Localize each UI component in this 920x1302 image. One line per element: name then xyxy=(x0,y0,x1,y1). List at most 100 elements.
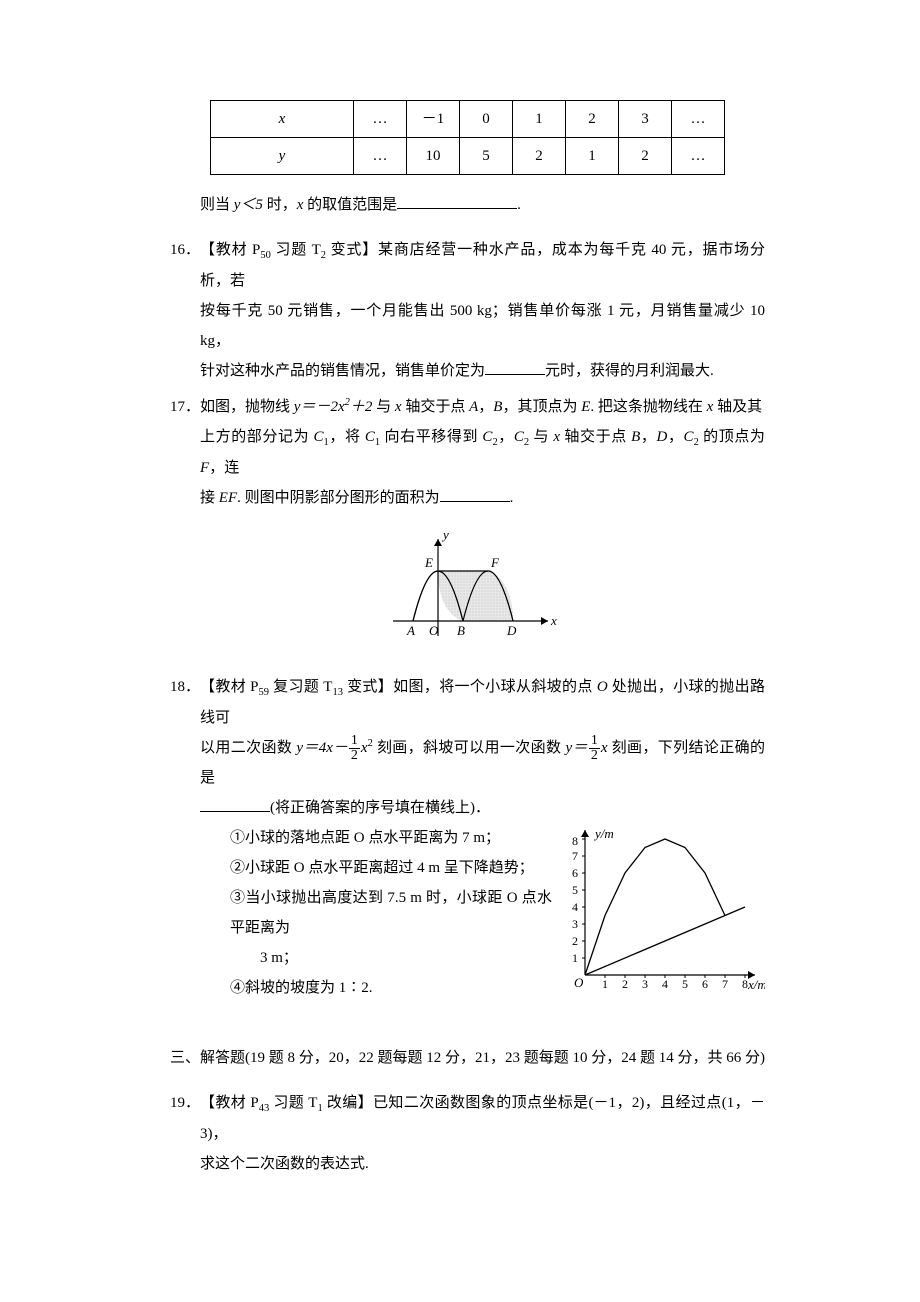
tick: 2 xyxy=(622,977,628,990)
text: 1 xyxy=(589,734,600,749)
text: C xyxy=(314,429,324,445)
text: 向右平移得到 xyxy=(380,429,482,445)
text: EF xyxy=(219,490,237,506)
text: 2 xyxy=(589,749,600,763)
q16: 16． 【教材 P50 习题 T2 变式】某商店经营一种水产品，成本为每千克 4… xyxy=(170,235,765,386)
cell: 1 xyxy=(513,101,566,138)
y-label: y xyxy=(211,138,354,175)
pt-O: O xyxy=(429,623,439,638)
cell-ellipsis: … xyxy=(672,101,725,138)
blank xyxy=(440,486,510,502)
text: 轴及其 xyxy=(713,399,762,415)
text: 变式】 xyxy=(326,242,378,258)
text: C xyxy=(482,429,492,445)
cell: 2 xyxy=(619,138,672,175)
cell: 2 xyxy=(566,101,619,138)
table-row: x … －1 0 1 2 3 … xyxy=(211,101,725,138)
axis-x-label: x xyxy=(550,613,557,628)
axis-y-label: y/m xyxy=(593,826,614,841)
q-body: 【教材 P43 习题 T1 改编】已知二次函数图象的顶点坐标是(－1，2)，且经… xyxy=(200,1088,765,1179)
cell: 3 xyxy=(619,101,672,138)
q-number: 17． xyxy=(170,392,200,513)
pt-O: O xyxy=(574,975,584,990)
fraction-half: 12 xyxy=(589,734,600,763)
text: . 把这条抛物线在 xyxy=(590,399,706,415)
text: C xyxy=(365,429,375,445)
text: 元时，获得的月利润最大. xyxy=(545,363,714,379)
text: A xyxy=(469,399,478,415)
text: x xyxy=(601,740,608,756)
text: 刻画，斜坡可以用一次函数 xyxy=(373,740,566,756)
q18-figure: 1 2 3 4 5 6 7 8 xyxy=(560,825,765,1001)
text: ， xyxy=(667,429,683,445)
cell: －1 xyxy=(407,101,460,138)
tick: 4 xyxy=(662,977,668,990)
text: 上方的部分记为 xyxy=(200,429,314,445)
cell: 0 xyxy=(460,101,513,138)
q17: 17． 如图，抛物线 y＝－2x2＋2 与 x 轴交于点 A，B，其顶点为 E.… xyxy=(170,392,765,513)
eq: y＝4x－ xyxy=(296,740,348,756)
tick: 3 xyxy=(572,917,578,931)
text: ， xyxy=(498,429,514,445)
text: O xyxy=(597,679,608,695)
q-body: 如图，抛物线 y＝－2x2＋2 与 x 轴交于点 A，B，其顶点为 E. 把这条… xyxy=(200,392,765,513)
tick: 8 xyxy=(572,834,578,848)
cell: 10 xyxy=(407,138,460,175)
text: D xyxy=(657,429,668,445)
text: 时， xyxy=(263,197,297,213)
text: 轴交于点 xyxy=(402,399,470,415)
tick: 5 xyxy=(572,883,578,897)
xy-table: x … －1 0 1 2 3 … y … 10 5 2 1 2 … xyxy=(210,100,725,175)
tick: 3 xyxy=(642,977,648,990)
axis-y-label: y xyxy=(441,527,449,542)
text: . 则图中阴影部分图形的面积为 xyxy=(237,490,440,506)
tick: 4 xyxy=(572,900,578,914)
text: 43 xyxy=(259,1103,270,1114)
q18: 18． 【教材 P59 复习题 T13 变式】如图，将一个小球从斜坡的点 O 处… xyxy=(170,672,765,1003)
text: 与 xyxy=(372,399,395,415)
text: 则当 xyxy=(200,197,234,213)
q15-tail: 则当 y＜5 时，x 的取值范围是. xyxy=(170,190,765,220)
axis-x-label: x/m xyxy=(747,977,765,990)
trajectory-chart: 1 2 3 4 5 6 7 8 xyxy=(560,825,765,990)
text: 如图，将一个小球从斜坡的点 xyxy=(393,679,597,695)
text: 接 xyxy=(200,490,219,506)
q-number: 18． xyxy=(170,672,200,1003)
text: C xyxy=(684,429,694,445)
text: y＝4x－ xyxy=(296,740,348,756)
cell-ellipsis: … xyxy=(354,138,407,175)
text: ，将 xyxy=(329,429,365,445)
q17-figure: y x E F A O B D xyxy=(170,521,765,662)
text: 变式】 xyxy=(343,679,393,695)
text: 【教材 P xyxy=(200,1095,259,1111)
text: 轴交于点 xyxy=(560,429,631,445)
text: E xyxy=(581,399,590,415)
text: 59 xyxy=(259,687,270,698)
page: x … －1 0 1 2 3 … y … 10 5 2 1 2 … 则当 y＜5… xyxy=(0,0,920,1245)
blank xyxy=(485,359,545,375)
text: 以用二次函数 xyxy=(200,740,296,756)
pt-B: B xyxy=(457,623,465,638)
table-row: y … 10 5 2 1 2 … xyxy=(211,138,725,175)
text: 的顶点为 xyxy=(699,429,765,445)
pt-D: D xyxy=(506,623,517,638)
text: 改编】 xyxy=(323,1095,373,1111)
cell: 2 xyxy=(513,138,566,175)
fraction-half: 12 xyxy=(349,734,360,763)
cell: 1 xyxy=(566,138,619,175)
cell-ellipsis: … xyxy=(354,101,407,138)
tick: 6 xyxy=(572,866,578,880)
q-body: 【教材 P59 复习题 T13 变式】如图，将一个小球从斜坡的点 O 处抛出，小… xyxy=(200,672,765,1003)
tag: 【教材 P50 习题 T2 变式】 xyxy=(200,242,378,258)
text: x xyxy=(361,740,368,756)
tick: 6 xyxy=(702,977,708,990)
text: B xyxy=(631,429,640,445)
text: 习题 T xyxy=(271,242,321,258)
q18-options-wrap: 1 2 3 4 5 6 7 8 xyxy=(200,823,765,1003)
section-3-heading: 三、解答题(19 题 8 分，20，22 题每题 12 分，21，23 题每题 … xyxy=(170,1043,765,1073)
tick: 5 xyxy=(682,977,688,990)
text: y＝－2x xyxy=(294,399,345,415)
text: C xyxy=(514,429,524,445)
q19: 19． 【教材 P43 习题 T1 改编】已知二次函数图象的顶点坐标是(－1，2… xyxy=(170,1088,765,1179)
text: 按每千克 50 元销售，一个月能售出 500 kg；销售单价每涨 1 元，月销售… xyxy=(200,303,765,349)
